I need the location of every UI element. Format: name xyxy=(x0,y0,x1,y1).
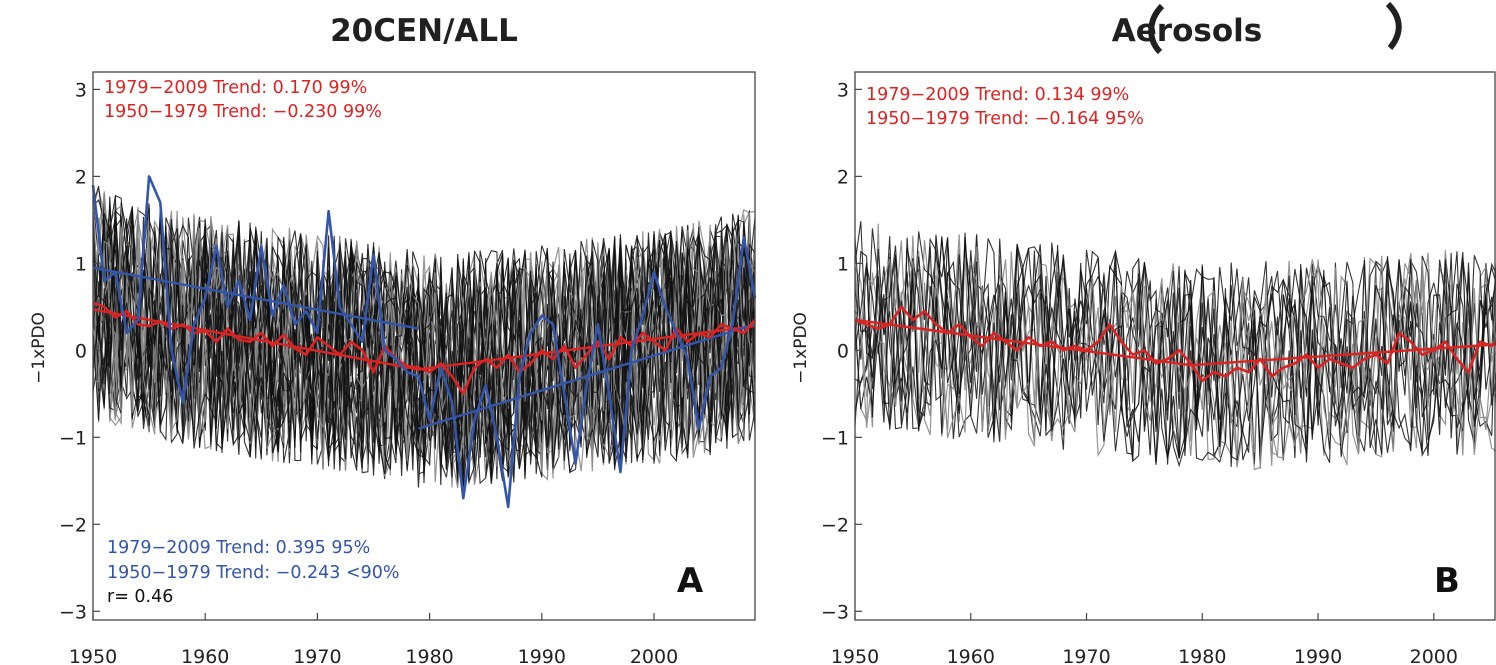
y-tick-label: 0 xyxy=(75,340,87,362)
panel-a-frame xyxy=(92,71,756,621)
y-tick-label: 2 xyxy=(837,166,849,188)
observed-series-line xyxy=(91,175,757,509)
panel-b-y-ticks: 3 2 1 0 −1 −2 −3 xyxy=(821,79,862,623)
x-tick-label: 1990 xyxy=(1294,646,1342,665)
x-tick-label: 1970 xyxy=(293,646,341,665)
title-left-bracket-fragment xyxy=(1148,3,1165,55)
y-tick-label: 1 xyxy=(837,253,849,275)
trend-line xyxy=(92,308,419,371)
x-tick-label: 1960 xyxy=(181,646,229,665)
y-tick-label: −2 xyxy=(821,514,849,536)
x-tick-label: 2000 xyxy=(630,646,678,665)
panel-b-red-trend-1950-1979: 1950−1979 Trend: −0.164 95% xyxy=(866,109,1144,129)
panel-b-ensemble xyxy=(854,221,1496,471)
panel-a-y-ticks: 3 2 1 0 −1 −2 −3 xyxy=(59,79,100,623)
x-tick-label: 2000 xyxy=(1410,646,1458,665)
x-tick-label: 1970 xyxy=(1062,646,1110,665)
y-tick-label: −1 xyxy=(821,427,849,449)
model-mean-series-line xyxy=(854,305,1496,383)
y-tick-label: −1 xyxy=(59,427,87,449)
panel-b-y-axis-label: −1xPDO xyxy=(791,312,811,384)
panel-a-x-ticks: 1950 1960 1970 1980 1990 2000 xyxy=(69,613,678,665)
y-tick-label: 0 xyxy=(837,340,849,362)
panel-b: −1xPDO 3 2 1 0 −1 −2 −3 1950 1960 1970 1980 1990 20… xyxy=(791,71,1496,665)
x-tick-label: 1960 xyxy=(947,646,995,665)
ensemble-member-line xyxy=(92,213,756,468)
panel-b-label: B xyxy=(1434,561,1460,601)
y-tick-label: 2 xyxy=(75,166,87,188)
panel-a: −1xPDO 3 2 1 0 −1 −2 −3 1950 1960 1970 1980 1990 20… xyxy=(29,71,757,665)
y-tick-label: 1 xyxy=(75,253,87,275)
panel-a-y-axis-label: −1xPDO xyxy=(29,312,49,384)
panel-a-correlation: r= 0.46 xyxy=(107,587,173,607)
panel-b-title: Aerosols xyxy=(1112,13,1262,49)
model-mean-series-line xyxy=(92,301,756,396)
x-tick-label: 1980 xyxy=(1178,646,1226,665)
y-tick-label: −3 xyxy=(821,601,849,623)
ensemble-member-line xyxy=(92,210,756,470)
panel-a-red-trend-1979-2009: 1979−2009 Trend: 0.170 99% xyxy=(104,78,367,98)
ensemble-member-line xyxy=(854,245,1496,462)
ensemble-member-line xyxy=(854,221,1496,467)
ensemble-member-line xyxy=(92,194,756,476)
x-tick-label: 1950 xyxy=(831,646,879,665)
ensemble-member-line xyxy=(854,237,1496,468)
x-tick-label: 1980 xyxy=(405,646,453,665)
panel-b-x-ticks: 1950 1960 1970 1980 1990 2000 xyxy=(831,613,1458,665)
panel-b-frame xyxy=(854,71,1496,621)
ensemble-member-line xyxy=(854,240,1496,466)
title-right-bracket-fragment xyxy=(1385,1,1402,50)
panel-b-red-trend-1979-2009: 1979−2009 Trend: 0.134 99% xyxy=(866,85,1129,105)
x-tick-label: 1990 xyxy=(518,646,566,665)
trend-line xyxy=(1190,343,1496,367)
trend-line xyxy=(418,323,756,430)
panel-a-title: 20CEN/ALL xyxy=(330,13,518,49)
panel-a-blue-trend-1950-1979: 1950−1979 Trend: −0.243 <90% xyxy=(107,563,400,583)
y-tick-label: 3 xyxy=(837,79,849,101)
ensemble-member-line xyxy=(92,207,756,488)
panel-b-series xyxy=(854,305,1496,383)
y-tick-label: −2 xyxy=(59,514,87,536)
panel-a-label: A xyxy=(677,561,704,601)
panel-a-blue-trend-1979-2009: 1979−2009 Trend: 0.395 95% xyxy=(107,538,370,558)
panel-a-red-trend-1950-1979: 1950−1979 Trend: −0.230 99% xyxy=(104,102,382,122)
y-tick-label: 3 xyxy=(75,79,87,101)
panel-a-series xyxy=(91,175,757,509)
y-tick-label: −3 xyxy=(59,601,87,623)
x-tick-label: 1950 xyxy=(69,646,117,665)
